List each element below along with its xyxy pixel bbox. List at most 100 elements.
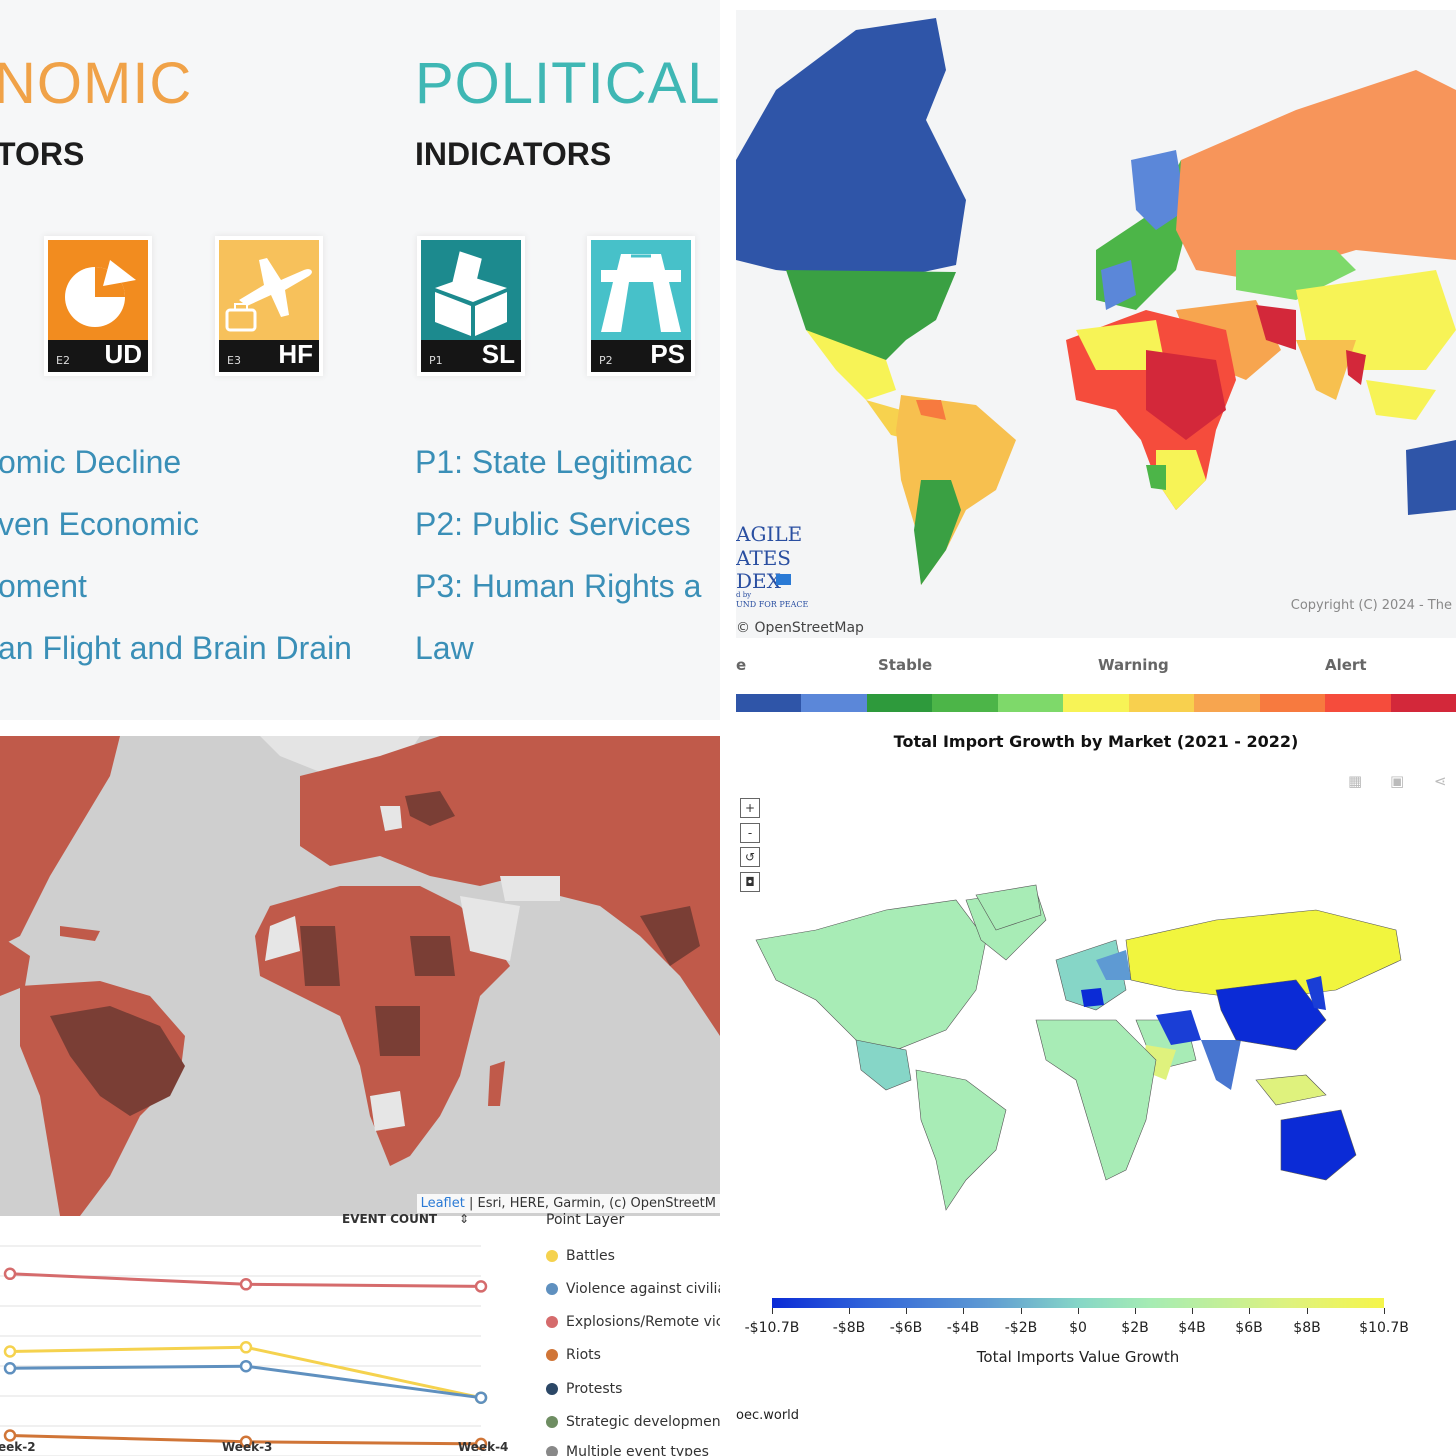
legend-title: Point Layer bbox=[546, 1212, 625, 1228]
legend-item-riots[interactable]: Riots bbox=[546, 1347, 601, 1367]
reset-button[interactable]: ↺ bbox=[740, 847, 760, 867]
colorbar-tick-4 bbox=[1021, 1308, 1022, 1314]
leaflet-link[interactable]: Leaflet bbox=[420, 1196, 465, 1211]
colorbar-label-5: $0 bbox=[1069, 1320, 1087, 1336]
table-icon[interactable]: ▦ bbox=[1348, 772, 1363, 790]
tile-band: P1 SL bbox=[421, 339, 521, 372]
legend-dot bbox=[546, 1283, 558, 1295]
fsi-logo-line-3: DEX bbox=[736, 569, 781, 593]
series-point-1-0[interactable] bbox=[3, 1345, 17, 1358]
legend-segment-9 bbox=[1325, 694, 1391, 712]
political-line-4: Law bbox=[415, 630, 474, 666]
legend-label-warning: Warning bbox=[1098, 656, 1169, 674]
legend-item-explosions[interactable]: Explosions/Remote vic bbox=[546, 1314, 720, 1334]
colorbar-tick-10 bbox=[1384, 1308, 1385, 1314]
legend-item-strategic[interactable]: Strategic development bbox=[546, 1414, 720, 1434]
series-point-2-2[interactable] bbox=[474, 1391, 488, 1404]
zoom-out-button[interactable]: - bbox=[740, 823, 760, 843]
colorbar-tick-1 bbox=[849, 1308, 850, 1314]
oec-map[interactable] bbox=[736, 880, 1456, 1220]
colorbar-label-4: -$2B bbox=[1004, 1320, 1038, 1336]
indicator-tile-hf[interactable]: E3 HF bbox=[219, 240, 319, 372]
tile-abbr: HF bbox=[278, 339, 313, 369]
legend-item-violence[interactable]: Violence against civiliar bbox=[546, 1281, 720, 1301]
colorbar-label-2: -$6B bbox=[889, 1320, 923, 1336]
economic-title: NOMIC bbox=[0, 51, 193, 116]
series-point-0-2[interactable] bbox=[474, 1280, 488, 1293]
series-point-3-2[interactable] bbox=[474, 1437, 488, 1451]
colorbar-label-8: $6B bbox=[1235, 1320, 1263, 1336]
political-line-2: P2: Public Services bbox=[415, 506, 691, 542]
osm-attribution[interactable]: © OpenStreetMap bbox=[736, 620, 864, 636]
series-line-1 bbox=[9, 1345, 482, 1400]
zoom-in-button[interactable]: + bbox=[740, 798, 760, 818]
legend-dot bbox=[546, 1250, 558, 1262]
indicators-panel: NOMIC TORS POLITICAL INDICATORS E2 UD E3… bbox=[0, 0, 720, 720]
series-point-1-1[interactable] bbox=[239, 1341, 253, 1354]
image-icon[interactable]: ▣ bbox=[1390, 772, 1405, 790]
economic-subtitle: TORS bbox=[0, 136, 85, 172]
map-attribution[interactable]: Leaflet | Esri, HERE, Garmin, (c) OpenSt… bbox=[416, 1194, 720, 1213]
political-subtitle: INDICATORS bbox=[415, 136, 612, 172]
legend-dot bbox=[546, 1316, 558, 1328]
oec-source[interactable]: oec.world bbox=[736, 1408, 800, 1423]
economic-line-1: omic Decline bbox=[0, 444, 182, 480]
series-point-3-1[interactable] bbox=[239, 1435, 253, 1449]
legend-item-protests[interactable]: Protests bbox=[546, 1381, 622, 1401]
legend-segment-3 bbox=[932, 694, 998, 712]
legend-label: Riots bbox=[566, 1347, 601, 1363]
legend-label: Multiple event types bbox=[566, 1444, 709, 1456]
colorbar-label-6: $2B bbox=[1121, 1320, 1149, 1336]
airplane-luggage-icon bbox=[219, 240, 319, 340]
series-point-2-0[interactable] bbox=[3, 1362, 17, 1375]
indicator-tile-ud[interactable]: E2 UD bbox=[48, 240, 148, 372]
indicator-tile-sl[interactable]: P1 SL bbox=[421, 240, 521, 372]
colorbar-label-7: $4B bbox=[1178, 1320, 1206, 1336]
fit-button[interactable]: ◘ bbox=[740, 872, 760, 892]
fsi-legend-bar bbox=[736, 694, 1456, 712]
tile-band: E2 UD bbox=[48, 339, 148, 372]
fsi-logo-line-2: ATES bbox=[736, 546, 791, 570]
oec-title: Total Import Growth by Market (2021 - 20… bbox=[893, 732, 1299, 751]
fsi-logo-small-1: d by bbox=[736, 591, 752, 599]
tile-code: E3 bbox=[227, 354, 241, 367]
fsi-map[interactable] bbox=[736, 10, 1456, 638]
colorbar-label-10: $10.7B bbox=[1359, 1320, 1409, 1336]
sort-icon[interactable]: ⇕ bbox=[459, 1212, 470, 1226]
series-point-0-1[interactable] bbox=[239, 1278, 253, 1291]
indicator-tile-ps[interactable]: P2 PS bbox=[591, 240, 691, 372]
legend-item-multiple[interactable]: Multiple event types bbox=[546, 1444, 709, 1456]
colorbar-label-9: $8B bbox=[1293, 1320, 1321, 1336]
colorbar-label-1: -$8B bbox=[832, 1320, 866, 1336]
series-point-0-0[interactable] bbox=[3, 1267, 17, 1281]
legend-dot bbox=[546, 1446, 558, 1456]
legend-segment-4 bbox=[997, 694, 1064, 712]
pie-chart-icon bbox=[48, 240, 148, 340]
acled-panel: Leaflet | Esri, HERE, Garmin, (c) OpenSt… bbox=[0, 736, 720, 1456]
tile-code: P2 bbox=[599, 354, 613, 367]
x-tick-week-3: Week-3 bbox=[222, 1440, 273, 1454]
series-point-2-1[interactable] bbox=[239, 1359, 253, 1373]
legend-label: Violence against civiliar bbox=[566, 1281, 720, 1297]
legend-segment-0 bbox=[736, 694, 802, 712]
tile-band: E3 HF bbox=[219, 339, 319, 372]
acled-map[interactable] bbox=[0, 736, 720, 1216]
legend-label-sustainable: e bbox=[736, 656, 747, 674]
legend-item-battles[interactable]: Battles bbox=[546, 1248, 615, 1268]
legend-segment-6 bbox=[1128, 694, 1195, 712]
x-tick-week-2: eek-2 bbox=[0, 1440, 36, 1454]
legend-segment-2 bbox=[866, 694, 933, 712]
legend-label: Protests bbox=[566, 1381, 623, 1397]
fsi-copyright: Copyright (C) 2024 - The bbox=[1290, 598, 1452, 613]
attribution-text: | Esri, HERE, Garmin, (c) OpenStreetM bbox=[464, 1196, 716, 1211]
colorbar-title: Total Imports Value Growth bbox=[976, 1348, 1180, 1366]
colorbar-label-3: -$4B bbox=[946, 1320, 980, 1336]
legend-segment-1 bbox=[801, 694, 867, 712]
share-icon[interactable]: ⋖ bbox=[1434, 772, 1447, 790]
legend-segment-7 bbox=[1194, 694, 1260, 712]
series-point-3-0[interactable] bbox=[3, 1429, 17, 1442]
colorbar-tick-3 bbox=[963, 1308, 964, 1314]
legend-label: Explosions/Remote vic bbox=[566, 1314, 720, 1330]
political-line-1: P1: State Legitimac bbox=[415, 444, 693, 480]
economic-line-3: oment bbox=[0, 568, 87, 604]
